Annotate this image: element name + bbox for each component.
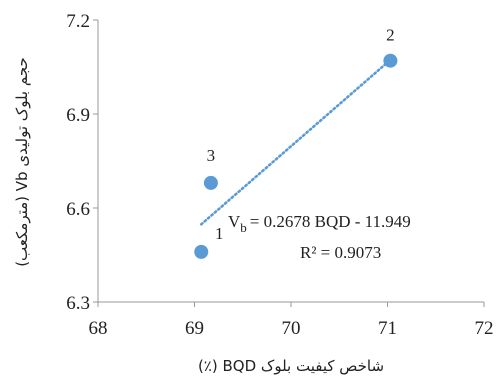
data-point-2 [383, 53, 398, 68]
equation-v: V [228, 212, 241, 231]
equation-text: = 0.2678 BQD - 11.949 [250, 212, 411, 231]
y-tick-label: 7.2 [66, 11, 90, 32]
points-group [194, 53, 398, 259]
y-tick-label: 6.6 [66, 199, 90, 220]
y-tick-label: 6.3 [66, 293, 90, 314]
equation-subscript: b [240, 220, 247, 235]
r-squared-label: R² = 0.9073 [300, 243, 381, 262]
trendline [199, 58, 392, 226]
point-labels-group: 1 2 3 [207, 26, 395, 243]
axes: 68 69 70 71 72 6.3 6.6 6.9 7.2 [66, 11, 493, 339]
point-label-1: 1 [215, 224, 224, 243]
x-tick-label: 68 [89, 318, 108, 339]
data-point-1 [194, 244, 209, 259]
equation-label: Vb = 0.2678 BQD - 11.949 [228, 212, 411, 235]
y-tick-label: 6.9 [66, 105, 90, 126]
x-axis-label: شاخص کیفیت بلوک BQD (٪) [198, 357, 384, 375]
x-tick-label: 72 [475, 318, 494, 339]
y-axis-label: حجم بلوک تولیدی Vb (مترمکعب) [13, 57, 31, 267]
x-tick-label: 69 [185, 318, 204, 339]
x-tick-label: 71 [378, 318, 397, 339]
point-label-3: 3 [207, 146, 216, 165]
x-tick-label: 70 [282, 318, 301, 339]
trendline-group [199, 58, 392, 226]
data-point-3 [203, 175, 218, 190]
point-label-2: 2 [386, 26, 395, 45]
